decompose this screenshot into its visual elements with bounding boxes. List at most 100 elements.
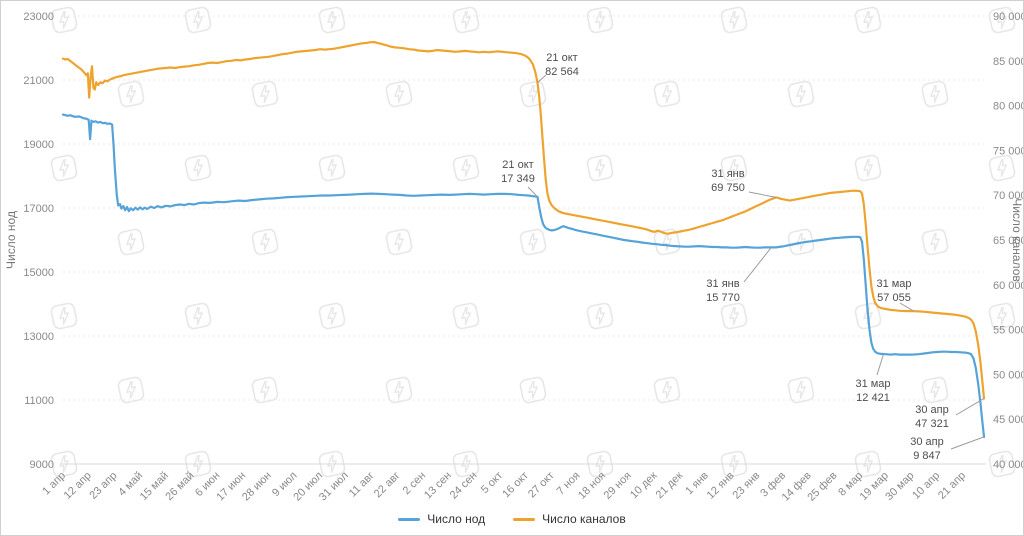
- right-axis-tick-label: 50 000: [993, 369, 1024, 381]
- annotation-leader-line: [748, 191, 777, 198]
- annotation-leader-line: [950, 436, 985, 450]
- forklog-logo-watermark: [184, 302, 212, 330]
- forklog-logo-watermark: [586, 154, 614, 182]
- forklog-logo-watermark: [184, 6, 212, 34]
- forklog-logo-watermark: [251, 376, 279, 404]
- forklog-logo-watermark: [988, 154, 1016, 182]
- x-axis-tick-label: 31 июл: [317, 470, 351, 504]
- x-axis-tick-label: 12 апр: [62, 470, 94, 502]
- forklog-logo-watermark: [988, 450, 1016, 478]
- forklog-logo-watermark: [184, 450, 212, 478]
- annotation-label: 31 мар 57 055: [876, 278, 911, 304]
- forklog-logo-watermark: [452, 6, 480, 34]
- left-axis-tick-label: 21000: [23, 75, 54, 87]
- x-axis-tick-label: 24 сен: [448, 470, 480, 502]
- forklog-logo-watermark: [720, 154, 748, 182]
- forklog-logo-watermark: [385, 80, 413, 108]
- annotation-leader-line: [537, 74, 547, 83]
- forklog-logo-watermark: [50, 154, 78, 182]
- forklog-logo-watermark: [787, 376, 815, 404]
- annotation-leader-line: [527, 186, 538, 198]
- x-axis-tick-label: 30 мар: [883, 470, 916, 503]
- forklog-logo-watermark: [586, 450, 614, 478]
- forklog-logo-watermark: [988, 302, 1016, 330]
- forklog-logo-watermark: [117, 376, 145, 404]
- right-axis-tick-label: 85 000: [993, 56, 1024, 68]
- forklog-logo-watermark: [921, 376, 949, 404]
- x-axis-tick-label: 10 апр: [910, 470, 942, 502]
- right-axis-tick-label: 65 000: [993, 235, 1024, 247]
- x-axis-tick-label: 12 янв: [705, 470, 737, 502]
- left-axis-tick-label: 17000: [23, 203, 54, 215]
- right-axis-tick-label: 90 000: [993, 11, 1024, 23]
- x-axis-tick-label: 10 дек: [628, 470, 660, 502]
- annotation-leader-line: [955, 397, 985, 416]
- forklog-logo-watermark: [452, 154, 480, 182]
- annotation-label: 31 янв 15 770: [706, 278, 740, 304]
- forklog-logo-watermark: [385, 376, 413, 404]
- right-axis-tick-label: 45 000: [993, 414, 1024, 426]
- line-chart: 9000 11000 13000 15000 17000 19000 21000 23000 4…: [4, 11, 1024, 504]
- forklog-logo-watermark: [787, 80, 815, 108]
- annotation-label: 30 апр 47 321: [915, 404, 949, 430]
- forklog-logo-watermark: [251, 228, 279, 256]
- annotation-leader-line: [743, 247, 772, 283]
- forklog-logo-watermark: [653, 376, 681, 404]
- forklog-logo-watermark: [586, 302, 614, 330]
- left-axis-tick-label: 11000: [24, 395, 54, 407]
- left-axis-tick-label: 15000: [23, 267, 54, 279]
- forklog-logo-watermark: [720, 6, 748, 34]
- legend-label: Число каналов: [542, 512, 626, 526]
- right-axis-tick-label: 60 000: [993, 280, 1024, 292]
- x-axis-tick-label: 27 окт: [526, 470, 557, 501]
- x-axis-tick-label: 23 янв: [730, 470, 762, 502]
- left-axis-tick-label: 13000: [23, 331, 54, 343]
- forklog-logo-watermark: [720, 450, 748, 478]
- annotation-label: 21 окт 82 564: [545, 52, 579, 78]
- forklog-logo-watermark: [519, 376, 547, 404]
- forklog-logo-watermark: [653, 80, 681, 108]
- forklog-logo-watermark: [452, 450, 480, 478]
- annotation-label: 21 окт 17 349: [501, 159, 535, 185]
- x-axis-tick-label: 11 авг: [347, 470, 377, 500]
- forklog-logo-watermark: [854, 154, 882, 182]
- forklog-logo-watermark: [318, 302, 346, 330]
- forklog-logo-watermark: [318, 6, 346, 34]
- annotation-leader-line: [876, 353, 884, 376]
- forklog-logo-watermark: [854, 302, 882, 330]
- forklog-logo-watermark: [720, 302, 748, 330]
- left-axis-tick-label: 19000: [23, 139, 54, 151]
- x-axis-tick-label: 28 июн: [240, 470, 274, 504]
- right-axis-tick-label: 75 000: [993, 145, 1024, 157]
- forklog-logo-watermark: [988, 6, 1016, 34]
- legend-item-channels[interactable]: Число каналов: [513, 512, 626, 526]
- right-axis-tick-label: 70 000: [993, 190, 1024, 202]
- legend-item-nodes[interactable]: Число нод: [398, 512, 485, 526]
- forklog-logo-watermark: [50, 302, 78, 330]
- forklog-logo-watermark: [50, 450, 78, 478]
- forklog-logo-watermark: [452, 302, 480, 330]
- x-axis-tick-label: 29 ноя: [602, 470, 634, 502]
- annotation-label: 31 мар 12 421: [855, 378, 890, 404]
- legend-line-marker: [398, 517, 421, 521]
- forklog-logo-watermark: [50, 6, 78, 34]
- x-axis-tick-label: 21 апр: [936, 470, 968, 502]
- right-axis-tick-label: 40 000: [993, 459, 1024, 471]
- legend-line-marker: [513, 517, 536, 521]
- right-axis-tick-label: 80 000: [993, 101, 1024, 113]
- left-axis-tick-label: 9000: [30, 459, 54, 471]
- left-axis-tick-label: 23000: [23, 11, 54, 23]
- x-axis-tick-label: 23 апр: [87, 470, 119, 502]
- forklog-logo-watermark: [854, 6, 882, 34]
- forklog-logo-watermark: [519, 80, 547, 108]
- nodes-series-line: [61, 113, 986, 438]
- left-axis-title: Число нод: [4, 211, 18, 269]
- forklog-logo-watermark: [318, 450, 346, 478]
- x-axis-tick-label: 18 ноя: [576, 470, 608, 502]
- annotation-label: 31 янв 69 750: [711, 168, 745, 194]
- forklog-logo-watermark: [385, 228, 413, 256]
- forklog-logo-watermark: [586, 6, 614, 34]
- forklog-logo-watermark: [921, 228, 949, 256]
